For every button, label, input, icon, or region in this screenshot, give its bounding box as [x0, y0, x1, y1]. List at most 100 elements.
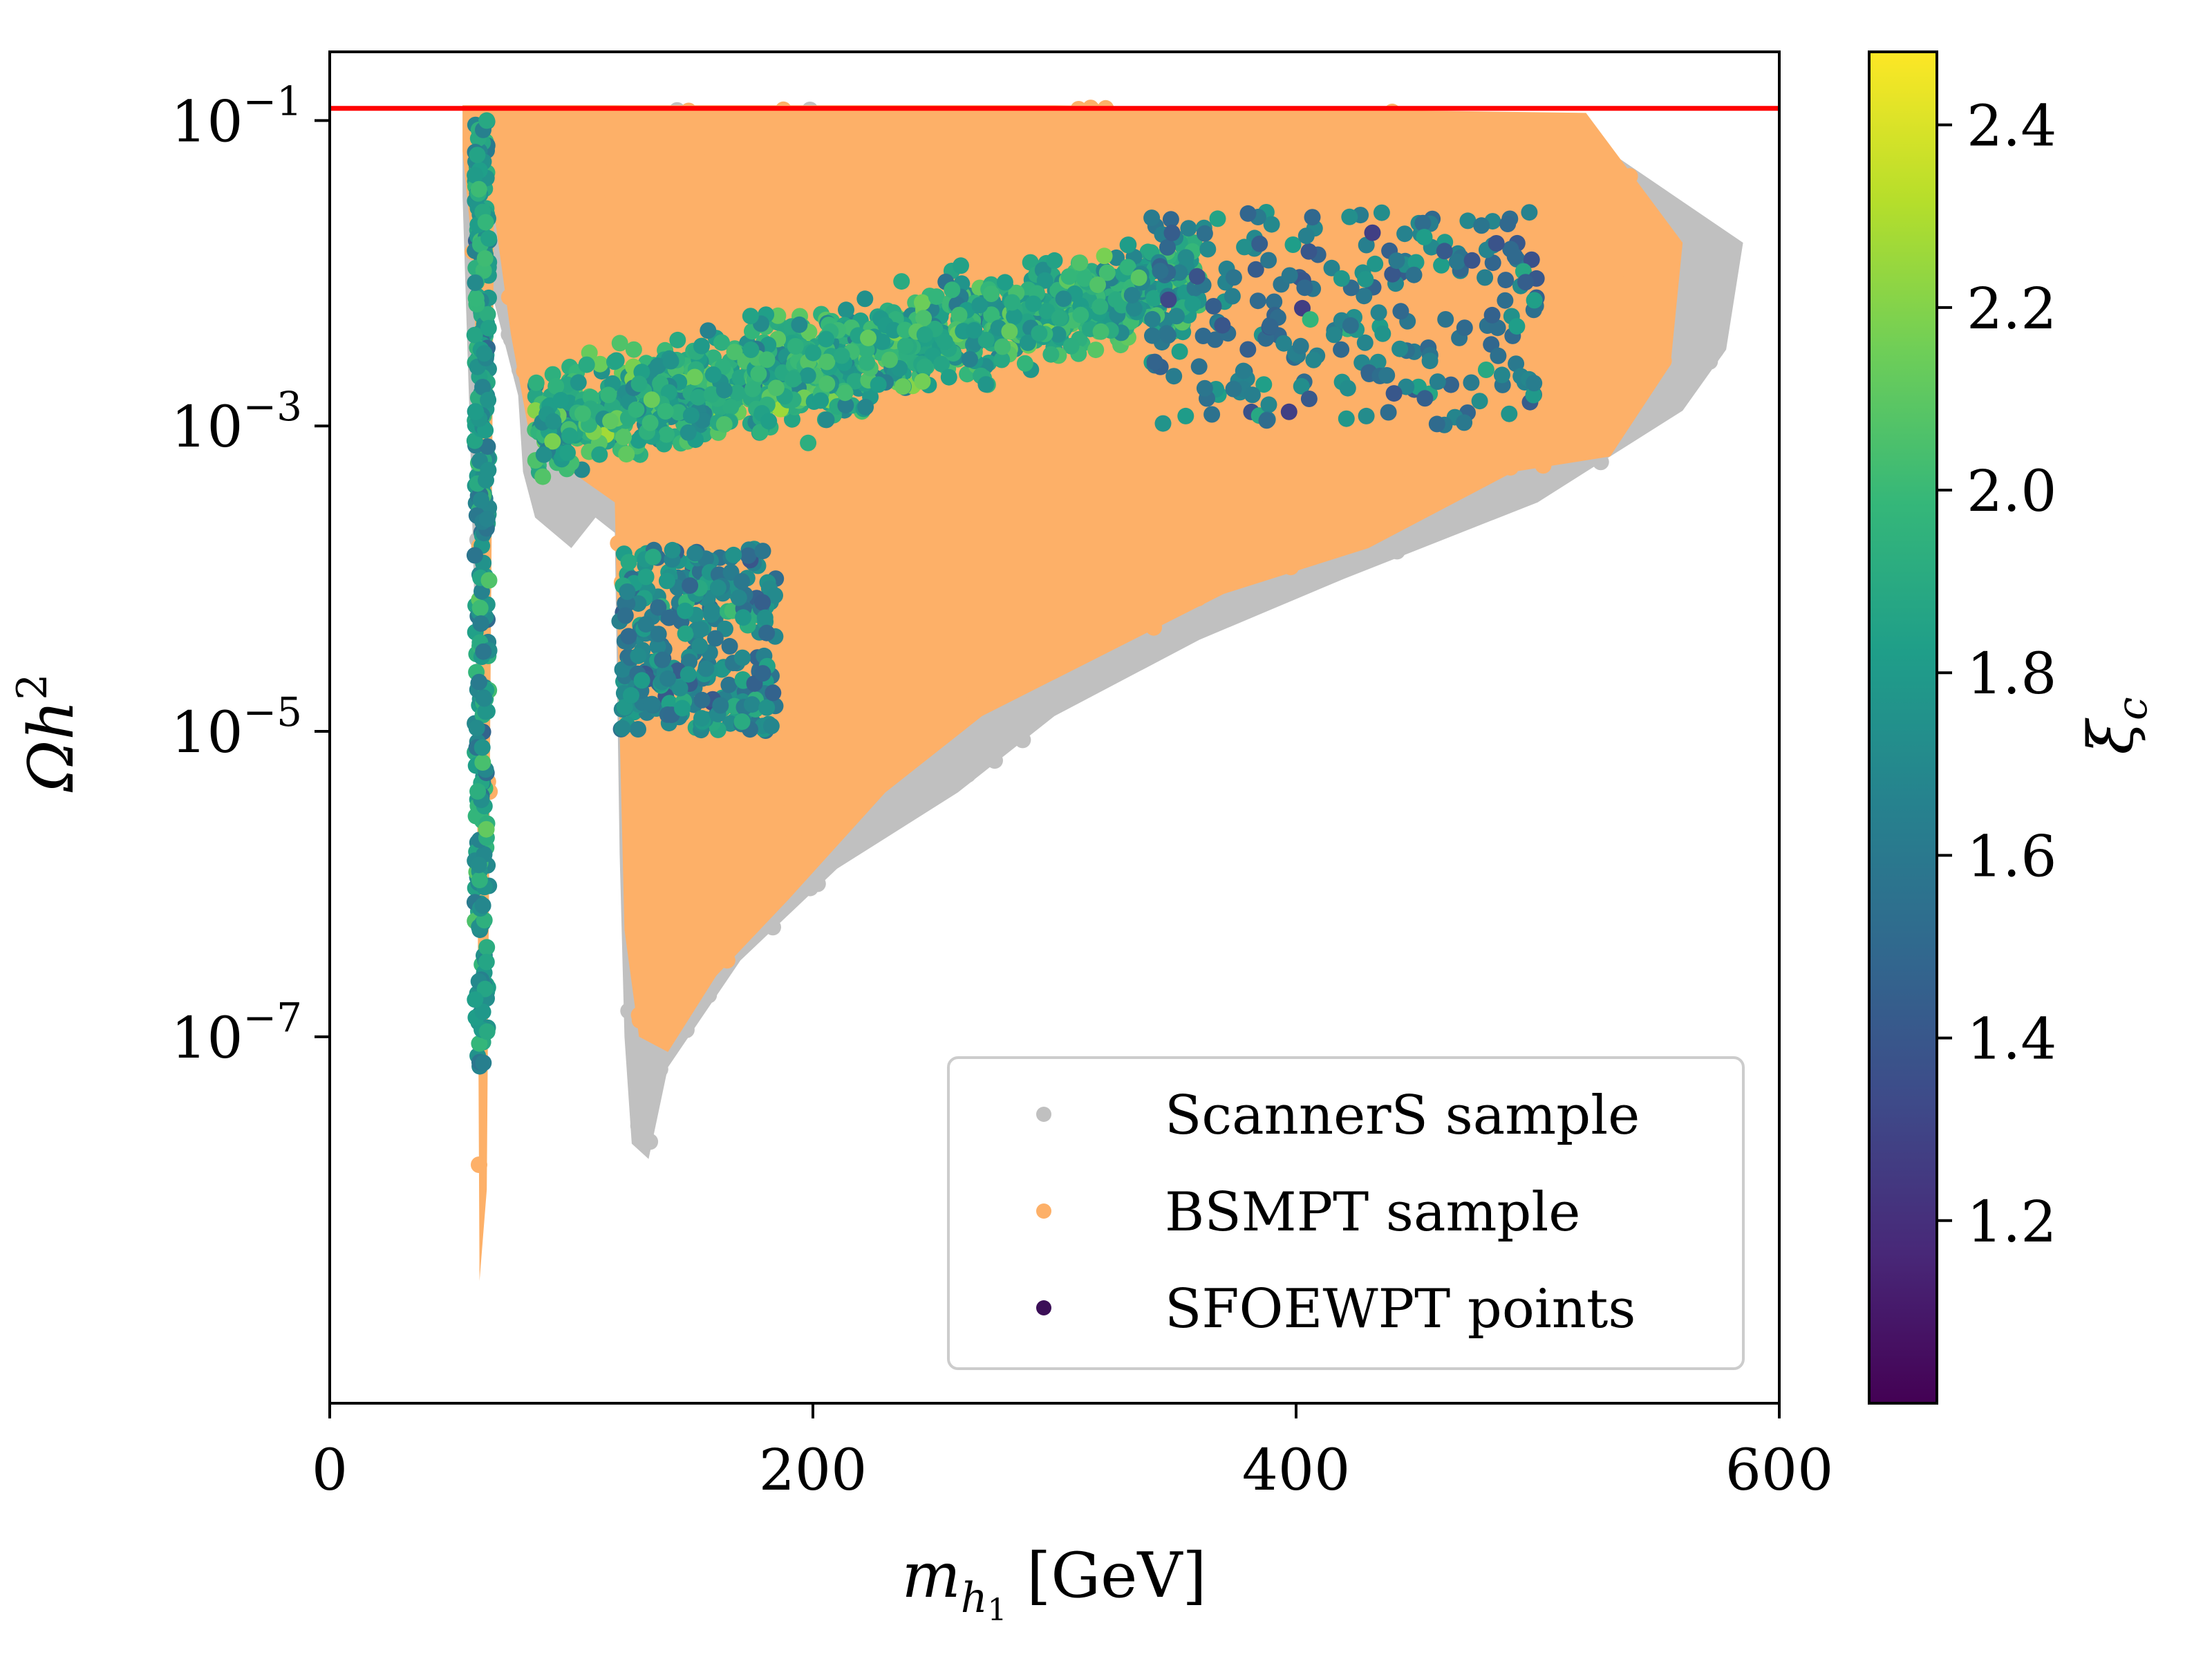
data-point: [588, 185, 606, 202]
data-point: [1622, 205, 1639, 221]
sfoewpt-point: [677, 625, 694, 642]
data-point: [1065, 232, 1082, 249]
sfoewpt-point: [944, 281, 961, 299]
sfoewpt-point: [1062, 337, 1080, 355]
data-point: [754, 861, 771, 878]
y-tick-label: 10−7: [171, 994, 302, 1071]
sfoewpt-point: [674, 700, 691, 717]
sfoewpt-point: [1168, 308, 1185, 325]
sfoewpt-point: [1374, 325, 1391, 342]
data-point: [1147, 491, 1165, 509]
sfoewpt-point: [1463, 374, 1480, 391]
sfoewpt-point: [1190, 358, 1208, 375]
sfoewpt-point: [800, 434, 817, 451]
sfoewpt-point: [691, 637, 709, 655]
sfoewpt-point: [754, 594, 771, 611]
sfoewpt-point: [818, 411, 835, 429]
sfoewpt-point: [726, 344, 743, 361]
data-point: [897, 602, 914, 619]
data-point: [1665, 382, 1682, 399]
data-point: [644, 843, 662, 860]
data-point: [832, 698, 849, 715]
sfoewpt-point: [670, 404, 687, 421]
data-point: [886, 188, 903, 205]
sfoewpt-point: [476, 345, 493, 362]
data-point: [682, 500, 699, 518]
data-point: [1536, 411, 1553, 427]
sfoewpt-point: [1236, 238, 1253, 256]
data-point: [781, 670, 798, 687]
sfoewpt-point: [769, 307, 787, 324]
sfoewpt-point: [1098, 264, 1116, 281]
sfoewpt-point: [1188, 268, 1206, 285]
data-point: [700, 139, 718, 156]
data-point: [1561, 350, 1578, 368]
sfoewpt-point: [1263, 216, 1280, 233]
colorbar-tick-label: 2.0: [1967, 459, 2056, 525]
data-point: [647, 311, 664, 328]
sfoewpt-point: [730, 589, 747, 606]
data-point: [1104, 425, 1121, 442]
data-point: [727, 107, 744, 124]
sfoewpt-point: [721, 637, 738, 655]
data-point: [1510, 156, 1528, 174]
sfoewpt-point: [658, 426, 675, 443]
sfoewpt-point: [743, 696, 760, 713]
data-point: [803, 157, 820, 174]
sfoewpt-points-series: [466, 112, 1545, 1075]
data-point: [1701, 353, 1718, 370]
data-point: [1427, 159, 1445, 176]
sfoewpt-point: [1471, 393, 1488, 410]
data-point: [601, 214, 619, 231]
data-point: [682, 303, 699, 321]
sfoewpt-point: [1235, 362, 1252, 379]
sfoewpt-point: [1364, 224, 1381, 241]
sfoewpt-point: [1145, 290, 1163, 307]
sfoewpt-point: [818, 330, 835, 348]
data-point: [957, 520, 975, 537]
sfoewpt-point: [552, 392, 570, 409]
sfoewpt-point: [1196, 379, 1213, 397]
colorbar-ticks: 1.2 1.4 1.6 1.8 2.0 2.2 2.4: [1937, 94, 2056, 1255]
data-point: [1215, 238, 1232, 256]
data-point: [1225, 153, 1242, 171]
data-point: [1134, 579, 1151, 596]
sfoewpt-point: [893, 273, 910, 290]
sfoewpt-point: [474, 739, 491, 756]
sfoewpt-point: [1523, 251, 1540, 268]
sfoewpt-point: [1378, 367, 1396, 384]
sfoewpt-point: [860, 329, 877, 346]
sfoewpt-point: [697, 660, 715, 677]
data-point: [943, 527, 960, 544]
sfoewpt-point: [833, 347, 850, 364]
data-point: [1419, 281, 1436, 299]
sfoewpt-point: [870, 376, 887, 393]
sfoewpt-point: [1262, 318, 1279, 335]
y-axis: 10−1 10−3 10−5 10−7: [171, 77, 330, 1071]
sfoewpt-point: [478, 821, 495, 838]
data-point: [1517, 174, 1535, 191]
sfoewpt-point: [1392, 303, 1409, 320]
sfoewpt-point: [1143, 209, 1161, 227]
sfoewpt-point: [682, 577, 699, 594]
data-point: [566, 130, 583, 147]
sfoewpt-point: [1456, 414, 1473, 431]
sfoewpt-point: [471, 599, 489, 617]
sfoewpt-point: [765, 684, 782, 702]
data-point: [792, 285, 809, 303]
data-point: [1293, 466, 1311, 483]
sfoewpt-point: [1123, 287, 1141, 303]
sfoewpt-point: [633, 672, 650, 689]
sfoewpt-point: [1280, 403, 1297, 420]
data-point: [939, 722, 955, 740]
sfoewpt-point: [669, 331, 686, 348]
sfoewpt-point: [527, 374, 545, 391]
colorbar-title: ξc: [2075, 697, 2157, 754]
data-point: [1018, 523, 1035, 541]
sfoewpt-point: [1421, 353, 1438, 370]
sfoewpt-point: [1152, 263, 1169, 280]
data-point: [1224, 462, 1241, 478]
sfoewpt-point: [1154, 415, 1172, 432]
data-point: [1705, 315, 1722, 332]
sfoewpt-point: [936, 333, 953, 350]
